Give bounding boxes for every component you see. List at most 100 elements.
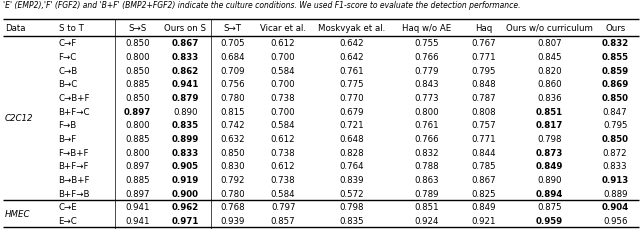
Text: B+F→B: B+F→B <box>58 189 90 198</box>
Text: 0.885: 0.885 <box>125 80 150 89</box>
Text: 0.780: 0.780 <box>221 93 245 102</box>
Text: 0.705: 0.705 <box>221 39 245 48</box>
Text: 0.800: 0.800 <box>414 107 439 116</box>
Text: 0.833: 0.833 <box>603 162 627 171</box>
Text: 0.941: 0.941 <box>172 80 199 89</box>
Text: 0.642: 0.642 <box>340 53 364 62</box>
Text: 0.941: 0.941 <box>125 202 150 211</box>
Text: 0.766: 0.766 <box>414 134 439 143</box>
Text: 0.867: 0.867 <box>172 39 199 48</box>
Text: 0.863: 0.863 <box>414 175 439 184</box>
Text: 0.756: 0.756 <box>221 80 245 89</box>
Text: 0.807: 0.807 <box>537 39 561 48</box>
Text: E→C: E→C <box>58 216 77 225</box>
Text: 0.956: 0.956 <box>603 216 627 225</box>
Text: 0.832: 0.832 <box>602 39 628 48</box>
Text: B+F→F: B+F→F <box>58 162 89 171</box>
Text: 0.792: 0.792 <box>221 175 245 184</box>
Text: 0.830: 0.830 <box>221 162 245 171</box>
Text: 0.843: 0.843 <box>414 80 439 89</box>
Text: 0.894: 0.894 <box>536 189 563 198</box>
Text: 0.850: 0.850 <box>125 66 150 75</box>
Text: B+F→C: B+F→C <box>58 107 90 116</box>
Text: 0.941: 0.941 <box>125 216 150 225</box>
Text: Vicar et al.: Vicar et al. <box>260 24 306 33</box>
Text: 0.939: 0.939 <box>221 216 245 225</box>
Text: 0.850: 0.850 <box>221 148 245 157</box>
Text: 0.890: 0.890 <box>537 175 561 184</box>
Text: 0.795: 0.795 <box>603 121 627 130</box>
Text: 0.833: 0.833 <box>172 53 199 62</box>
Text: C→E: C→E <box>58 202 77 211</box>
Text: 0.850: 0.850 <box>125 39 150 48</box>
Text: 0.632: 0.632 <box>221 134 245 143</box>
Text: 0.679: 0.679 <box>340 107 364 116</box>
Text: 0.851: 0.851 <box>414 202 439 211</box>
Text: 0.767: 0.767 <box>471 39 496 48</box>
Text: 0.872: 0.872 <box>603 148 627 157</box>
Text: 0.768: 0.768 <box>221 202 245 211</box>
Text: Ours: Ours <box>605 24 625 33</box>
Text: C→B+F: C→B+F <box>58 93 90 102</box>
Text: 0.771: 0.771 <box>471 134 496 143</box>
Text: 0.757: 0.757 <box>471 121 496 130</box>
Text: 'E' (EMP2),'F' (FGF2) and 'B+F' (BMP2+FGF2) indicate the culture conditions. We : 'E' (EMP2),'F' (FGF2) and 'B+F' (BMP2+FG… <box>3 1 521 10</box>
Text: 0.832: 0.832 <box>414 148 439 157</box>
Text: 0.900: 0.900 <box>172 189 199 198</box>
Text: 0.850: 0.850 <box>602 93 628 102</box>
Text: 0.862: 0.862 <box>172 66 199 75</box>
Text: 0.800: 0.800 <box>125 53 150 62</box>
Text: C2C12: C2C12 <box>5 114 34 123</box>
Text: 0.924: 0.924 <box>414 216 438 225</box>
Text: 0.899: 0.899 <box>172 134 199 143</box>
Text: 0.612: 0.612 <box>271 134 296 143</box>
Text: C→F: C→F <box>58 39 77 48</box>
Text: 0.890: 0.890 <box>173 107 198 116</box>
Text: 0.788: 0.788 <box>414 162 439 171</box>
Text: 0.835: 0.835 <box>340 216 364 225</box>
Text: Moskvyak et al.: Moskvyak et al. <box>319 24 386 33</box>
Text: 0.897: 0.897 <box>125 189 150 198</box>
Text: 0.761: 0.761 <box>340 66 364 75</box>
Text: 0.780: 0.780 <box>221 189 245 198</box>
Text: 0.755: 0.755 <box>414 39 439 48</box>
Text: 0.919: 0.919 <box>172 175 199 184</box>
Text: 0.828: 0.828 <box>340 148 364 157</box>
Text: Ours w/o curriculum: Ours w/o curriculum <box>506 24 593 33</box>
Text: 0.795: 0.795 <box>471 66 495 75</box>
Text: 0.572: 0.572 <box>340 189 364 198</box>
Text: 0.889: 0.889 <box>603 189 627 198</box>
Text: 0.738: 0.738 <box>271 93 296 102</box>
Text: 0.879: 0.879 <box>172 93 199 102</box>
Text: 0.847: 0.847 <box>603 107 627 116</box>
Text: 0.787: 0.787 <box>471 93 496 102</box>
Text: 0.962: 0.962 <box>172 202 199 211</box>
Text: 0.684: 0.684 <box>221 53 245 62</box>
Text: 0.848: 0.848 <box>471 80 496 89</box>
Text: 0.766: 0.766 <box>414 53 439 62</box>
Text: Ours on S: Ours on S <box>164 24 206 33</box>
Text: 0.584: 0.584 <box>271 189 296 198</box>
Text: S to T: S to T <box>58 24 83 33</box>
Text: 0.885: 0.885 <box>125 134 150 143</box>
Text: 0.764: 0.764 <box>340 162 364 171</box>
Text: 0.859: 0.859 <box>602 66 628 75</box>
Text: 0.851: 0.851 <box>536 107 563 116</box>
Text: 0.738: 0.738 <box>271 148 296 157</box>
Text: 0.761: 0.761 <box>414 121 439 130</box>
Text: 0.612: 0.612 <box>271 39 296 48</box>
Text: 0.815: 0.815 <box>221 107 245 116</box>
Text: 0.839: 0.839 <box>340 175 364 184</box>
Text: B→C: B→C <box>58 80 78 89</box>
Text: 0.642: 0.642 <box>340 39 364 48</box>
Text: 0.700: 0.700 <box>271 80 296 89</box>
Text: 0.648: 0.648 <box>340 134 364 143</box>
Text: 0.721: 0.721 <box>340 121 364 130</box>
Text: 0.860: 0.860 <box>537 80 561 89</box>
Text: Haq: Haq <box>475 24 492 33</box>
Text: 0.770: 0.770 <box>340 93 364 102</box>
Text: 0.959: 0.959 <box>536 216 563 225</box>
Text: 0.584: 0.584 <box>271 66 296 75</box>
Text: 0.897: 0.897 <box>125 162 150 171</box>
Text: 0.798: 0.798 <box>340 202 364 211</box>
